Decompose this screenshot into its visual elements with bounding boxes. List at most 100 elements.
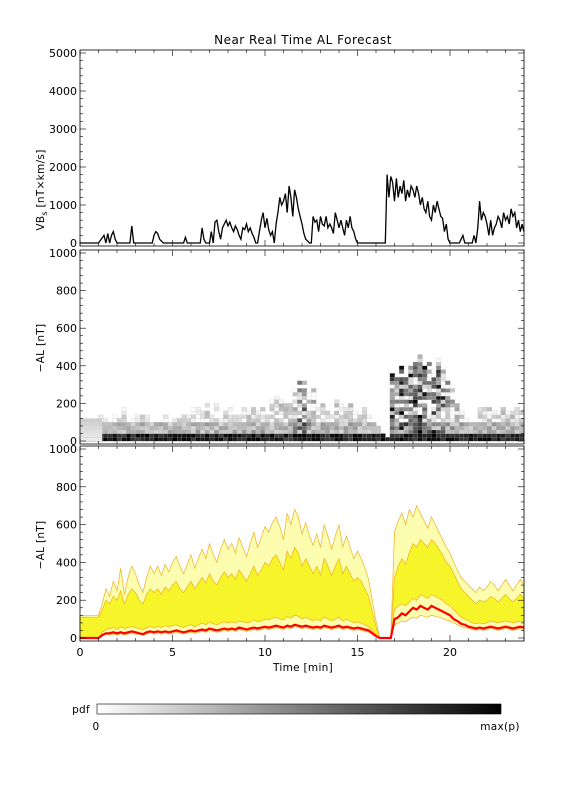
pdf-cell [325,437,331,442]
pdf-cell [403,407,409,412]
pdf-cell [102,429,109,434]
pdf-cell [274,425,280,431]
pdf-cell [496,410,502,415]
pdf-cell [301,433,308,438]
pdf-cell [223,425,229,431]
pdf-cell [389,377,395,382]
pdf-cell [227,429,234,434]
pdf-cell [112,422,118,427]
pdf-cell [514,418,520,423]
pdf-cell [338,429,345,434]
pdf-cell [403,384,409,389]
pdf-cell [214,422,220,427]
pdf-cell [292,425,298,431]
pdf-cell [477,422,483,427]
pdf-cell [431,422,437,427]
pdf-cell [334,410,340,415]
pdf-cell [278,425,284,431]
pdf-cell [436,433,442,438]
pdf-cell [394,403,400,408]
pdf-cell [348,418,354,423]
pdf-cell [246,433,252,438]
pdf-cell [246,425,252,431]
pdf-cell [177,437,183,442]
pdf-cell [292,410,298,415]
pdf-cell [445,392,451,397]
pdf-cell [496,414,502,419]
pdf-cell [449,425,456,431]
pdf-cell [417,399,423,404]
pdf-cell [167,437,173,442]
pdf-cell [186,429,192,434]
pdf-cell [412,369,419,374]
pdf-cell [116,422,123,427]
pdf-cell [297,433,303,438]
pdf-cell [473,422,479,427]
y-tick-label: 600 [56,519,77,532]
pdf-cell [454,418,460,423]
pdf-cell [371,429,377,434]
pdf-cell [417,418,423,423]
pdf-cell [394,388,400,393]
pdf-cell [190,429,197,434]
pdf-cell [417,395,423,400]
pdf-cell [357,422,363,427]
pdf-cell [348,410,354,415]
pdf-cell [449,388,456,393]
pdf-cell [399,414,405,419]
pdf-cell [116,418,123,423]
pdf-cell [246,429,252,434]
pdf-cell [251,414,257,419]
pdf-cell [496,425,502,431]
pdf-cell [237,437,243,442]
pdf-cell [375,437,382,442]
pdf-cell [283,433,289,438]
pdf-cell [417,437,423,442]
pdf-cell [491,433,497,438]
pdf-cell [514,429,520,434]
pdf-cell [218,437,224,442]
pdf-cell [491,437,497,442]
pdf-cell [510,418,516,423]
pdf-cell [482,425,488,431]
pdf-cell [514,425,520,431]
pdf-cell [315,407,321,412]
pdf-cell [116,437,123,442]
pdf-cell [306,410,312,415]
pdf-cell [297,429,303,434]
pdf-cell [412,425,419,431]
pdf-cell [431,407,437,412]
pdf-cell [144,422,150,427]
pdf-cell [338,437,345,442]
pdf-cell [514,437,520,442]
pdf-cell [241,433,247,438]
pdf-cell [348,422,354,427]
pdf-cell [486,422,493,427]
pdf-cell [431,384,437,389]
pdf-cell [251,410,257,415]
pdf-cell [486,414,493,419]
pdf-cell [311,437,317,442]
pdf-cell [288,422,294,427]
pdf-cell [149,422,155,427]
pdf-cell [251,433,257,438]
pdf-cell [389,433,395,438]
pdf-cell [440,433,446,438]
pdf-cell [130,425,136,431]
pdf-cell [445,399,451,404]
pdf-cell [315,425,321,431]
pdf-cell [172,425,178,431]
pdf-cell [140,429,146,434]
pdf-cell [408,384,414,389]
pdf-cell [325,425,331,431]
pdf-cell [514,410,520,415]
pdf-cell [325,414,331,419]
pdf-cell [389,380,395,385]
pdf-cell [352,418,358,423]
pdf-cell [144,429,150,434]
pdf-cell [269,429,275,434]
pdf-cell [389,399,395,404]
pdf-cell [283,410,289,415]
pdf-cell [292,418,298,423]
